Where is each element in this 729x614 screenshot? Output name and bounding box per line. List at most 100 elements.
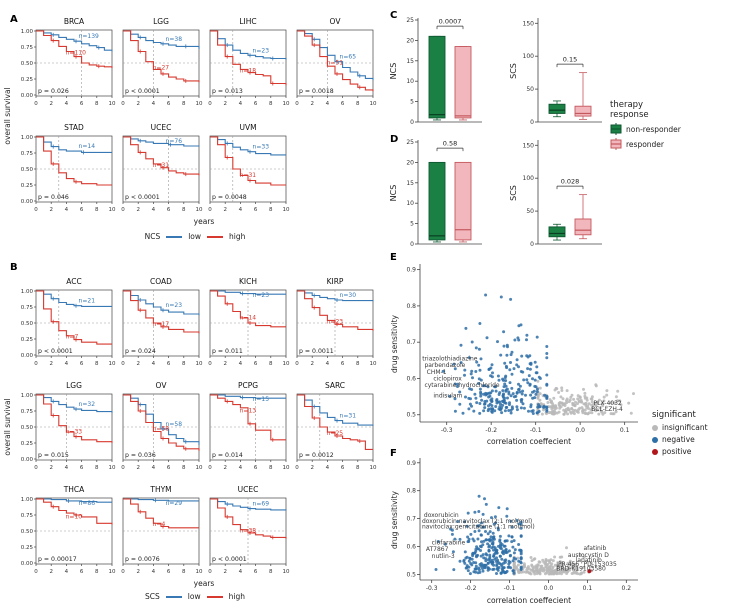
svg-text:AT7867: AT7867: [426, 546, 449, 553]
svg-text:p = 0.026: p = 0.026: [38, 88, 69, 95]
svg-text:0.58: 0.58: [443, 140, 457, 148]
svg-text:10: 10: [370, 465, 377, 471]
svg-text:0: 0: [208, 361, 212, 367]
svg-text:2: 2: [223, 361, 227, 367]
legend-item-non-responder: non-responder: [610, 123, 726, 135]
svg-text:10: 10: [196, 465, 203, 471]
svg-text:8: 8: [182, 101, 186, 107]
svg-text:n=139: n=139: [79, 33, 99, 40]
svg-text:8: 8: [95, 569, 99, 575]
svg-text:PLX-4032: PLX-4032: [594, 400, 622, 407]
svg-text:p = 0.0011: p = 0.0011: [299, 348, 334, 355]
svg-text:p = 0.014: p = 0.014: [212, 452, 243, 459]
svg-text:0.2: 0.2: [622, 585, 632, 592]
svg-text:p = 0.013: p = 0.013: [212, 88, 243, 95]
svg-text:0: 0: [34, 361, 38, 367]
svg-text:0.7: 0.7: [406, 339, 416, 346]
svg-text:n=29: n=29: [166, 500, 183, 507]
svg-text:2: 2: [223, 569, 227, 575]
svg-text:KICH: KICH: [239, 277, 257, 286]
svg-text:n=7: n=7: [66, 334, 79, 341]
svg-text:p = 0.036: p = 0.036: [125, 452, 156, 459]
svg-text:0.028: 0.028: [561, 178, 580, 186]
svg-text:1.00: 1.00: [21, 289, 34, 295]
svg-text:6: 6: [167, 569, 171, 575]
svg-text:8: 8: [269, 101, 273, 107]
svg-text:8: 8: [95, 465, 99, 471]
svg-text:0.00: 0.00: [21, 561, 34, 567]
svg-text:50: 50: [526, 86, 534, 93]
svg-text:6: 6: [341, 465, 345, 471]
svg-text:25: 25: [406, 139, 414, 146]
svg-text:n=10: n=10: [66, 514, 83, 521]
svg-text:6: 6: [254, 361, 258, 367]
svg-text:0: 0: [410, 241, 414, 248]
svg-text:4: 4: [326, 465, 330, 471]
svg-text:n=69: n=69: [253, 501, 270, 508]
svg-text:0: 0: [295, 361, 299, 367]
svg-text:10: 10: [283, 465, 290, 471]
svg-text:navitoclax:gemcitabine (1:1 mo: navitoclax:gemcitabine (1:1 mol/mol): [422, 524, 535, 531]
svg-text:parbendazole: parbendazole: [424, 362, 465, 369]
boxplot-d-scs: SCS 0 50 100 150 0.028: [509, 140, 602, 248]
svg-text:1.00: 1.00: [21, 29, 34, 35]
high-line-swatch: [206, 595, 223, 598]
svg-text:1.00: 1.00: [21, 497, 34, 503]
svg-text:0.00: 0.00: [21, 199, 34, 205]
svg-text:6: 6: [167, 361, 171, 367]
panel-e-letter: E: [390, 252, 397, 263]
svg-text:LGG: LGG: [66, 381, 82, 390]
svg-text:-0.2: -0.2: [465, 585, 477, 592]
svg-text:n=23: n=23: [166, 302, 183, 309]
svg-text:0.50: 0.50: [21, 425, 34, 431]
svg-text:10: 10: [283, 361, 290, 367]
svg-text:0: 0: [121, 101, 125, 107]
svg-text:8: 8: [182, 207, 186, 213]
responder-box-swatch: [610, 138, 622, 150]
svg-text:n=31: n=31: [240, 172, 257, 179]
legend-item-insignificant: insignificant: [652, 423, 728, 432]
panel-b-scs-legend: SCS low high: [30, 592, 360, 601]
svg-text:0.5: 0.5: [406, 412, 416, 419]
svg-text:4: 4: [326, 361, 330, 367]
low-label: low: [187, 592, 201, 601]
svg-text:0.75: 0.75: [21, 409, 34, 415]
panel-c-letter: C: [390, 10, 398, 21]
svg-text:0.0007: 0.0007: [439, 18, 462, 26]
boxplot-c-ncs: NCS 0 5 10 15 20 25 0.0007: [389, 17, 482, 126]
svg-text:15: 15: [406, 58, 414, 65]
svg-text:6: 6: [341, 361, 345, 367]
panel-e-svg: drug sensitivity correlation coeffecient 0…: [390, 264, 638, 446]
svg-text:0.75: 0.75: [21, 513, 34, 519]
svg-text:0: 0: [530, 119, 534, 126]
panel-b-km-grid: overall survival ACC n=21 n=7 p < 0.0001 0 2 4 6…: [2, 276, 384, 590]
svg-text:n=23: n=23: [253, 292, 270, 299]
svg-text:n=23: n=23: [253, 47, 270, 54]
svg-text:indisulam: indisulam: [433, 393, 462, 400]
svg-text:n=27: n=27: [153, 65, 170, 72]
svg-text:2: 2: [310, 101, 314, 107]
svg-text:4: 4: [152, 361, 156, 367]
svg-text:10: 10: [109, 101, 116, 107]
svg-text:-0.1: -0.1: [504, 585, 516, 592]
svg-text:0: 0: [295, 101, 299, 107]
svg-text:p = 0.0048: p = 0.0048: [212, 194, 247, 201]
svg-text:n=13: n=13: [240, 408, 257, 415]
svg-text:0.1: 0.1: [583, 585, 593, 592]
svg-text:afatinib: afatinib: [584, 545, 607, 552]
svg-text:0: 0: [121, 465, 125, 471]
svg-text:6: 6: [254, 465, 258, 471]
svg-text:25: 25: [406, 17, 414, 24]
svg-text:UVM: UVM: [239, 123, 256, 132]
svg-text:2: 2: [49, 569, 53, 575]
svg-text:10: 10: [196, 101, 203, 107]
